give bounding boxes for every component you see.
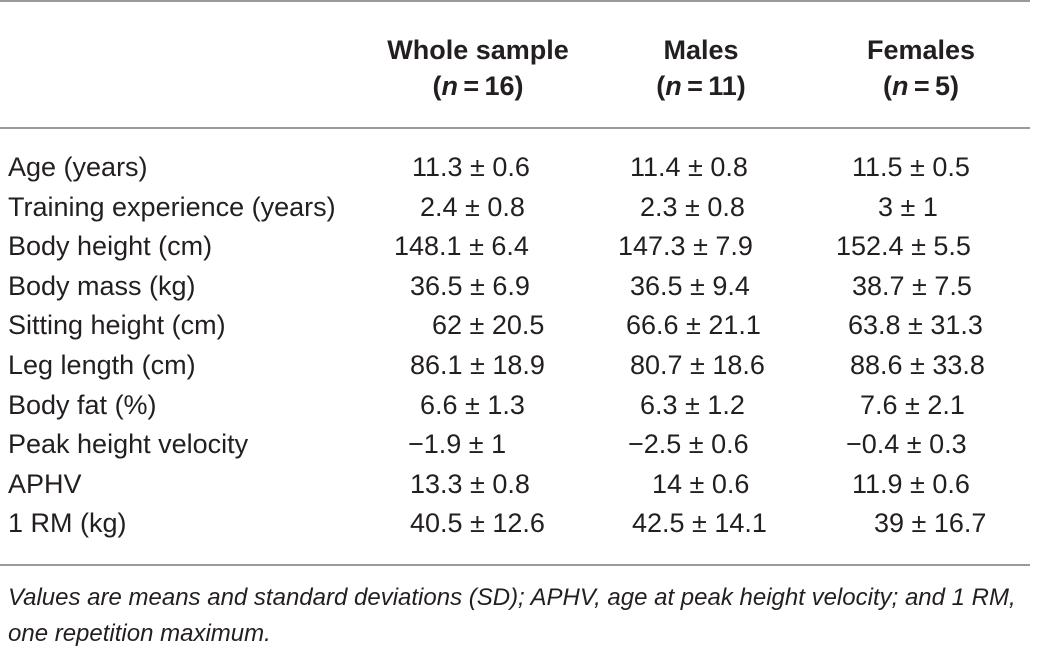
males-value: 66.6 ± 21.1 — [626, 310, 761, 341]
females-value: 3 ± 1 — [878, 191, 938, 222]
table-top-rule — [0, 0, 1030, 2]
females-value: 38.7 ± 7.5 — [852, 270, 972, 301]
header-males: Males (n = 11) — [618, 32, 784, 104]
row-label: 1 RM (kg) — [8, 508, 127, 539]
males-value: 36.5 ± 9.4 — [630, 270, 750, 301]
header-divider-rule — [0, 127, 1030, 129]
header-females-n: (n = 5) — [882, 71, 960, 101]
males-value: 147.3 ± 7.9 — [618, 231, 753, 262]
header-males-title: Males — [663, 35, 739, 65]
males-value: 11.4 ± 0.8 — [630, 152, 748, 182]
males-value: −2.5 ± 0.6 — [628, 429, 749, 460]
females-value: 7.6 ± 2.1 — [860, 389, 965, 420]
females-value: 152.4 ± 5.5 — [836, 231, 971, 262]
whole-sample-value: 13.3 ± 0.8 — [410, 468, 530, 499]
header-whole-sample: Whole sample (n = 16) — [364, 32, 592, 104]
table-row: Leg length (cm) 86.1 ± 18.9 80.7 ± 18.6 … — [0, 346, 1038, 386]
whole-sample-value: 62 ± 20.5 — [432, 310, 545, 341]
whole-sample-value: −1.9 ± 1 — [408, 429, 507, 460]
header-females: Females (n = 5) — [818, 32, 1024, 104]
females-value: 39 ± 16.7 — [874, 508, 987, 539]
whole-sample-value: 2.4 ± 0.8 — [420, 191, 525, 222]
whole-sample-value: 6.6 ± 1.3 — [420, 389, 525, 420]
row-label: Body fat (%) — [8, 389, 157, 420]
table-row: Sitting height (cm) 62 ± 20.5 66.6 ± 21.… — [0, 306, 1038, 346]
table-row: 1 RM (kg) 40.5 ± 12.6 42.5 ± 14.1 39 ± 1… — [0, 504, 1038, 544]
row-label: Age (years) — [8, 152, 148, 182]
females-value: −0.4 ± 0.3 — [846, 429, 967, 460]
whole-sample-value: 40.5 ± 12.6 — [410, 508, 545, 539]
row-label: Peak height velocity — [8, 429, 249, 460]
table-row: Training experience (years) 2.4 ± 0.8 2.… — [0, 188, 1038, 228]
whole-sample-value: 148.1 ± 6.4 — [394, 231, 529, 262]
males-value: 80.7 ± 18.6 — [630, 349, 765, 380]
table-row: Body fat (%) 6.6 ± 1.3 6.3 ± 1.2 7.6 ± 2… — [0, 386, 1038, 426]
females-value: 11.5 ± 0.5 — [852, 152, 970, 182]
table-row: Body height (cm) 148.1 ± 6.4 147.3 ± 7.9… — [0, 227, 1038, 267]
males-value: 42.5 ± 14.1 — [632, 508, 767, 539]
males-value: 6.3 ± 1.2 — [640, 389, 745, 420]
row-label: APHV — [8, 468, 82, 499]
table-row: APHV 13.3 ± 0.8 14 ± 0.6 11.9 ± 0.6 — [0, 465, 1038, 505]
whole-sample-value: 86.1 ± 18.9 — [410, 349, 545, 380]
table-body: Age (years) 11.3 ± 0.6 11.4 ± 0.8 11.5 ±… — [0, 148, 1038, 544]
table-footnote: Values are means and standard deviations… — [8, 584, 1016, 647]
row-label: Training experience (years) — [8, 191, 336, 222]
header-whole-sample-n: (n = 16) — [432, 71, 524, 101]
table-row: Age (years) 11.3 ± 0.6 11.4 ± 0.8 11.5 ±… — [0, 148, 1038, 188]
header-females-title: Females — [866, 35, 976, 65]
whole-sample-value: 11.3 ± 0.6 — [412, 152, 530, 182]
row-label: Leg length (cm) — [8, 349, 196, 380]
females-value: 11.9 ± 0.6 — [852, 468, 970, 499]
females-value: 88.6 ± 33.8 — [850, 349, 985, 380]
males-value: 2.3 ± 0.8 — [640, 191, 745, 222]
table-row: Body mass (kg) 36.5 ± 6.9 36.5 ± 9.4 38.… — [0, 267, 1038, 307]
females-value: 63.8 ± 31.3 — [848, 310, 983, 341]
males-value: 14 ± 0.6 — [652, 468, 750, 499]
row-label: Body height (cm) — [8, 231, 213, 262]
header-whole-sample-title: Whole sample — [387, 35, 569, 65]
row-label: Body mass (kg) — [8, 270, 196, 301]
footnote-divider-rule — [0, 564, 1030, 566]
whole-sample-value: 36.5 ± 6.9 — [410, 270, 530, 301]
row-label: Sitting height (cm) — [8, 310, 226, 341]
header-males-n: (n = 11) — [656, 71, 746, 101]
table-row: Peak height velocity −1.9 ± 1 −2.5 ± 0.6… — [0, 425, 1038, 465]
